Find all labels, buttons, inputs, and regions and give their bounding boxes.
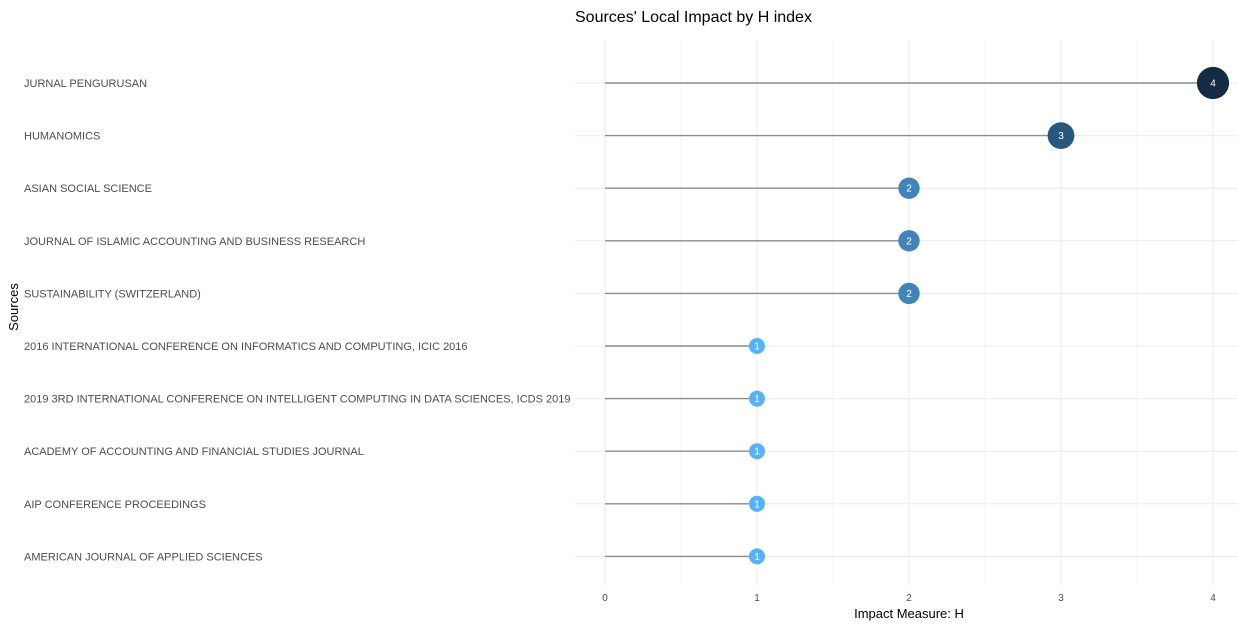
category-label: AIP CONFERENCE PROCEEDINGS (24, 499, 206, 511)
data-label: 1 (754, 552, 760, 563)
category-label: ACADEMY OF ACCOUNTING AND FINANCIAL STUD… (24, 446, 364, 458)
lollipop-point (898, 282, 920, 305)
lollipop-point (1196, 66, 1230, 100)
x-tick-label: 2 (906, 593, 912, 604)
lollipop-point (898, 177, 920, 199)
data-label: 1 (754, 499, 760, 510)
x-axis-title: Impact Measure: H (854, 606, 964, 621)
category-label: ASIAN SOCIAL SCIENCE (24, 183, 152, 195)
lollipop-point (749, 443, 765, 460)
x-tick-label: 0 (602, 593, 608, 604)
category-label: 2016 INTERNATIONAL CONFERENCE ON INFORMA… (24, 341, 468, 353)
category-label: 2019 3RD INTERNATIONAL CONFERENCE ON INT… (24, 394, 570, 406)
data-label: 3 (1058, 131, 1064, 142)
lollipop-point (1047, 122, 1075, 149)
x-tick-label: 3 (1058, 593, 1064, 604)
data-label: 1 (754, 342, 760, 353)
y-axis-title: Sources (6, 283, 21, 331)
lollipop-point (898, 230, 920, 252)
lollipop-point (749, 495, 765, 512)
lollipop-point (749, 548, 765, 565)
category-label: SUSTAINABILITY (SWITZERLAND) (24, 288, 201, 300)
data-label: 1 (754, 394, 760, 405)
category-label: HUMANOMICS (24, 131, 100, 143)
points-layer: 4 3 2 2 2 1 1 1 1 1 (749, 66, 1230, 565)
lollipop-point (749, 390, 765, 407)
x-tick-label: 1 (754, 593, 760, 604)
chart-title: Sources' Local Impact by H index (575, 9, 812, 26)
data-label: 1 (754, 447, 760, 458)
data-label: 4 (1210, 79, 1216, 90)
x-tick-label: 4 (1210, 593, 1216, 604)
stems-layer (605, 82, 1213, 558)
category-labels: JURNAL PENGURUSAN HUMANOMICS ASIAN SOCIAL … (24, 78, 570, 563)
data-label: 2 (906, 236, 912, 247)
data-label: 2 (906, 184, 912, 195)
category-label: JOURNAL OF ISLAMIC ACCOUNTING AND BUSINE… (24, 236, 365, 248)
category-label: AMERICAN JOURNAL OF APPLIED SCIENCES (24, 551, 263, 563)
x-tick-labels: 0 1 2 3 4 (602, 593, 1216, 604)
category-label: JURNAL PENGURUSAN (24, 78, 147, 90)
data-label: 2 (906, 289, 912, 300)
lollipop-point (749, 338, 765, 354)
